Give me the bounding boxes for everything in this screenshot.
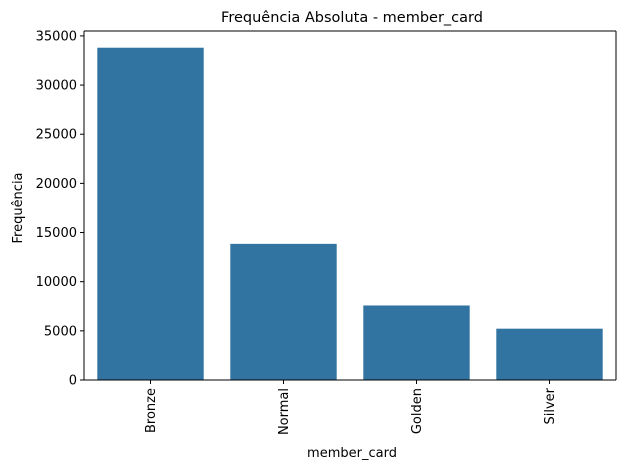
x-tick-label: Golden: [410, 388, 425, 434]
bars-layer: [97, 47, 603, 380]
y-tick-label: 15000: [36, 226, 77, 241]
x-ticks: Bronze Normal Golden Silver: [144, 380, 558, 435]
y-ticks: 0 5000 10000 15000 20000 25000 30000 35000: [36, 29, 84, 389]
y-tick-label: 0: [69, 374, 77, 389]
y-tick-label: 35000: [36, 29, 77, 44]
bar-normal: [230, 243, 337, 380]
y-tick-label: 20000: [36, 177, 77, 192]
y-axis-title: Frequência: [11, 172, 26, 243]
y-tick-label: 25000: [36, 128, 77, 143]
x-tick-label: Normal: [277, 388, 292, 435]
bar-bronze: [97, 47, 204, 380]
x-tick-label: Bronze: [144, 388, 159, 433]
axes-layer: [83, 30, 617, 381]
bar-golden: [363, 305, 470, 380]
chart-title: Frequência Absoluta - member_card: [221, 10, 483, 26]
x-tick-label: Silver: [543, 387, 558, 424]
y-tick-label: 5000: [44, 324, 77, 339]
bar-silver: [496, 328, 603, 380]
x-axis-title: member_card: [307, 446, 397, 461]
y-tick-label: 30000: [36, 79, 77, 94]
y-tick-label: 10000: [36, 275, 77, 290]
